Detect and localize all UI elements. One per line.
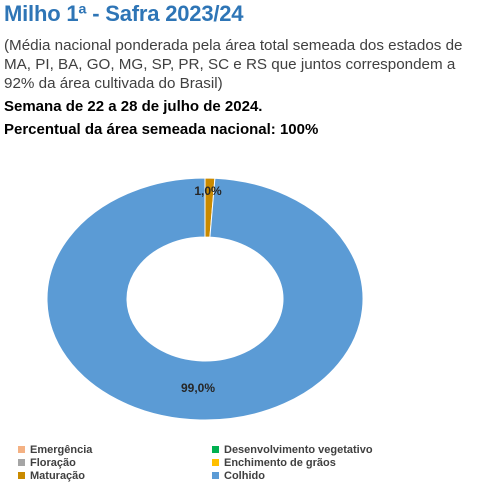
legend-swatch: [18, 459, 25, 466]
legend-swatch: [212, 459, 219, 466]
data-label-colhido: 99,0%: [181, 381, 215, 395]
legend-item-emergência: Emergência: [18, 443, 212, 456]
legend-label: Emergência: [30, 443, 93, 456]
chart-legend: Emergência Desenvolvimento vegetativo Flor…: [18, 443, 478, 482]
legend-label: Floração: [30, 456, 76, 469]
sown-area-percent-label: Percentual da área semeada nacional: 100…: [4, 121, 319, 138]
legend-item-colhido: Colhido: [212, 469, 472, 482]
legend-swatch: [212, 472, 219, 479]
legend-label: Enchimento de grãos: [224, 456, 336, 469]
donut-chart: 1,0% 99,0%: [46, 177, 364, 421]
legend-label: Desenvolvimento vegetativo: [224, 443, 373, 456]
week-label: Semana de 22 a 28 de julho de 2024.: [4, 98, 263, 115]
chart-title: Milho 1ª - Safra 2023/24: [4, 1, 244, 26]
data-label-maturação: 1,0%: [194, 184, 222, 198]
legend-swatch: [212, 446, 219, 453]
chart-subtitle: (Média nacional ponderada pela área tota…: [4, 37, 463, 92]
legend-item-desenvolvimento-vegetativo: Desenvolvimento vegetativo: [212, 443, 472, 456]
legend-swatch: [18, 446, 25, 453]
legend-swatch: [18, 472, 25, 479]
legend-label: Colhido: [224, 469, 265, 482]
legend-label: Maturação: [30, 469, 86, 482]
legend-item-floração: Floração: [18, 456, 212, 469]
legend-item-enchimento-de-grãos: Enchimento de grãos: [212, 456, 472, 469]
legend-item-maturação: Maturação: [18, 469, 212, 482]
slice-colhido: [46, 177, 364, 421]
